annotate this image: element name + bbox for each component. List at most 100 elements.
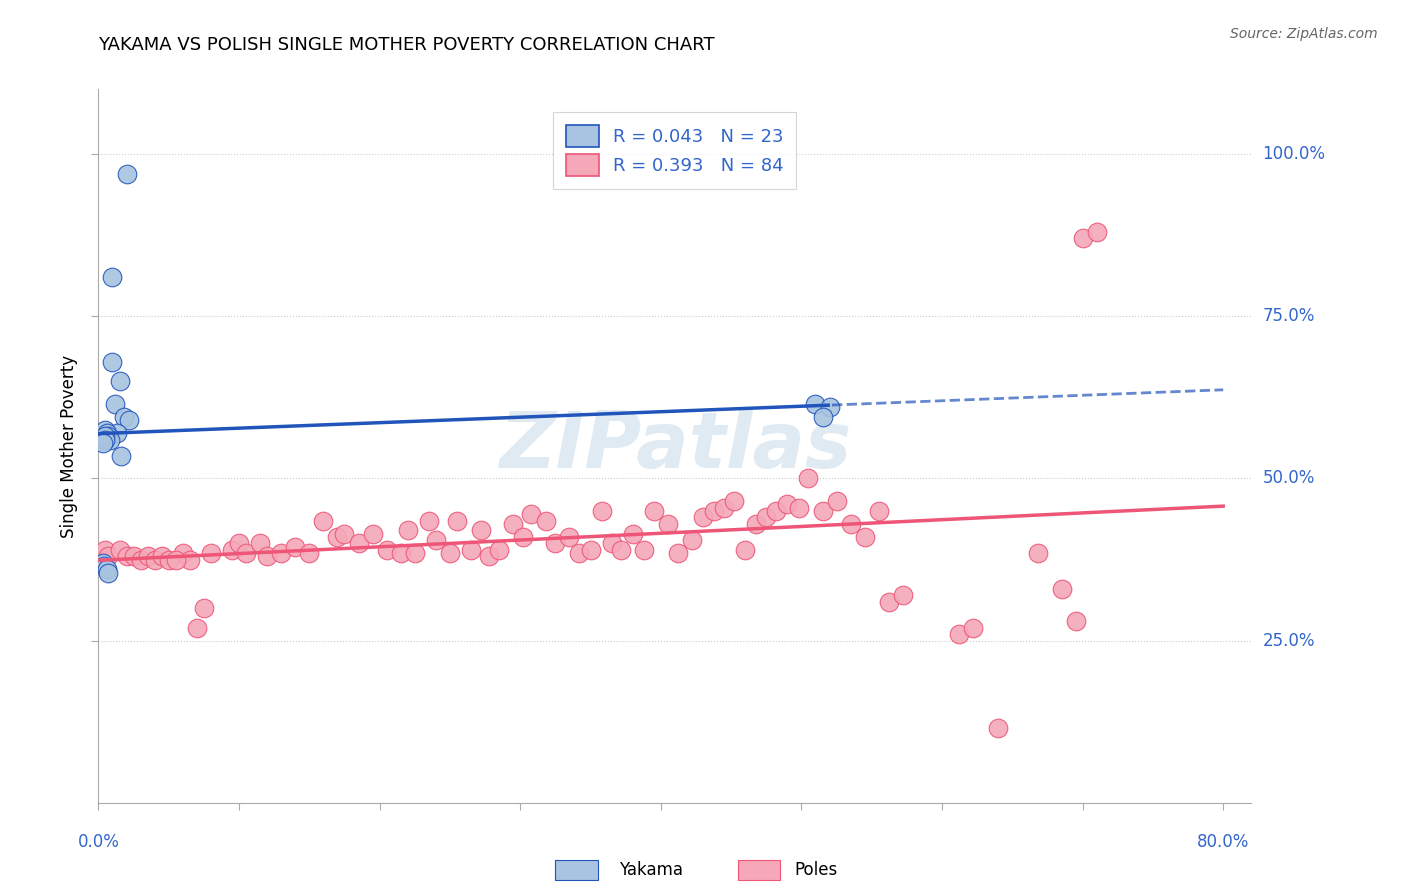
Point bbox=[446, 514, 468, 528]
Point bbox=[621, 526, 644, 541]
Point bbox=[235, 546, 257, 560]
Point bbox=[1064, 614, 1087, 628]
Point bbox=[502, 516, 524, 531]
Point bbox=[108, 374, 131, 388]
Point bbox=[186, 621, 208, 635]
Point bbox=[396, 524, 419, 538]
Point bbox=[97, 429, 120, 443]
Point bbox=[94, 542, 117, 557]
Point bbox=[853, 530, 876, 544]
Point bbox=[361, 526, 384, 541]
Point bbox=[470, 524, 492, 538]
Point bbox=[97, 566, 120, 580]
Text: YAKAMA VS POLISH SINGLE MOTHER POVERTY CORRELATION CHART: YAKAMA VS POLISH SINGLE MOTHER POVERTY C… bbox=[98, 36, 716, 54]
Point bbox=[256, 549, 278, 564]
Point bbox=[143, 552, 166, 566]
Point bbox=[703, 504, 725, 518]
Point bbox=[692, 510, 714, 524]
Point bbox=[165, 552, 187, 566]
Point bbox=[101, 270, 124, 285]
Point bbox=[179, 552, 201, 566]
Point bbox=[284, 540, 307, 554]
Point bbox=[877, 595, 900, 609]
Text: ZIPatlas: ZIPatlas bbox=[499, 408, 851, 484]
Point bbox=[94, 429, 117, 443]
Point bbox=[745, 516, 768, 531]
Point bbox=[488, 542, 510, 557]
Point bbox=[765, 504, 787, 518]
Point bbox=[723, 494, 745, 508]
Point bbox=[94, 423, 117, 437]
Point bbox=[115, 549, 138, 564]
Point bbox=[534, 514, 557, 528]
Point bbox=[948, 627, 970, 641]
Point bbox=[558, 530, 581, 544]
Point bbox=[478, 549, 501, 564]
Point bbox=[326, 530, 349, 544]
Point bbox=[298, 546, 321, 560]
Point bbox=[425, 533, 447, 547]
Point bbox=[643, 504, 665, 518]
Point bbox=[172, 546, 194, 560]
Point bbox=[122, 549, 145, 564]
Point bbox=[439, 546, 461, 560]
Point bbox=[104, 397, 127, 411]
Point bbox=[657, 516, 679, 531]
Point bbox=[105, 425, 128, 440]
Point bbox=[891, 588, 914, 602]
Point bbox=[987, 721, 1010, 735]
Point bbox=[666, 546, 689, 560]
Point bbox=[375, 542, 398, 557]
Point bbox=[610, 542, 633, 557]
Point bbox=[1050, 582, 1073, 596]
Point bbox=[633, 542, 655, 557]
Point bbox=[101, 354, 124, 368]
Point bbox=[544, 536, 567, 550]
Point bbox=[97, 549, 120, 564]
Point bbox=[115, 167, 138, 181]
Point bbox=[200, 546, 222, 560]
Point bbox=[818, 400, 841, 414]
Point bbox=[96, 562, 118, 576]
Point bbox=[91, 435, 114, 450]
Point bbox=[734, 542, 756, 557]
Point bbox=[118, 413, 141, 427]
Text: Yakama: Yakama bbox=[619, 861, 683, 879]
Point bbox=[1026, 546, 1049, 560]
Point bbox=[221, 542, 243, 557]
Point bbox=[1071, 231, 1094, 245]
Point bbox=[1085, 225, 1108, 239]
Legend: R = 0.043   N = 23, R = 0.393   N = 84: R = 0.043 N = 23, R = 0.393 N = 84 bbox=[554, 112, 796, 189]
Text: 100.0%: 100.0% bbox=[1263, 145, 1326, 163]
Point bbox=[112, 409, 135, 424]
Point bbox=[157, 552, 180, 566]
Point bbox=[228, 536, 250, 550]
Point bbox=[150, 549, 173, 564]
Text: Poles: Poles bbox=[794, 861, 838, 879]
Point bbox=[312, 514, 335, 528]
Point bbox=[96, 425, 118, 440]
Point bbox=[347, 536, 370, 550]
Point bbox=[93, 559, 115, 574]
Point bbox=[110, 449, 132, 463]
Point bbox=[512, 530, 534, 544]
Point bbox=[270, 546, 292, 560]
Point bbox=[825, 494, 848, 508]
Point bbox=[91, 556, 114, 570]
Point bbox=[755, 510, 778, 524]
Point bbox=[129, 552, 152, 566]
Point bbox=[681, 533, 703, 547]
Point bbox=[333, 526, 356, 541]
Text: 50.0%: 50.0% bbox=[1263, 469, 1315, 487]
Point bbox=[839, 516, 862, 531]
Point bbox=[776, 497, 799, 511]
Point bbox=[579, 542, 602, 557]
Y-axis label: Single Mother Poverty: Single Mother Poverty bbox=[60, 354, 79, 538]
Point bbox=[868, 504, 890, 518]
Text: Source: ZipAtlas.com: Source: ZipAtlas.com bbox=[1230, 27, 1378, 41]
Text: 25.0%: 25.0% bbox=[1263, 632, 1315, 649]
Text: 0.0%: 0.0% bbox=[77, 833, 120, 851]
Text: 80.0%: 80.0% bbox=[1197, 833, 1250, 851]
Point bbox=[108, 542, 131, 557]
Point bbox=[713, 500, 735, 515]
